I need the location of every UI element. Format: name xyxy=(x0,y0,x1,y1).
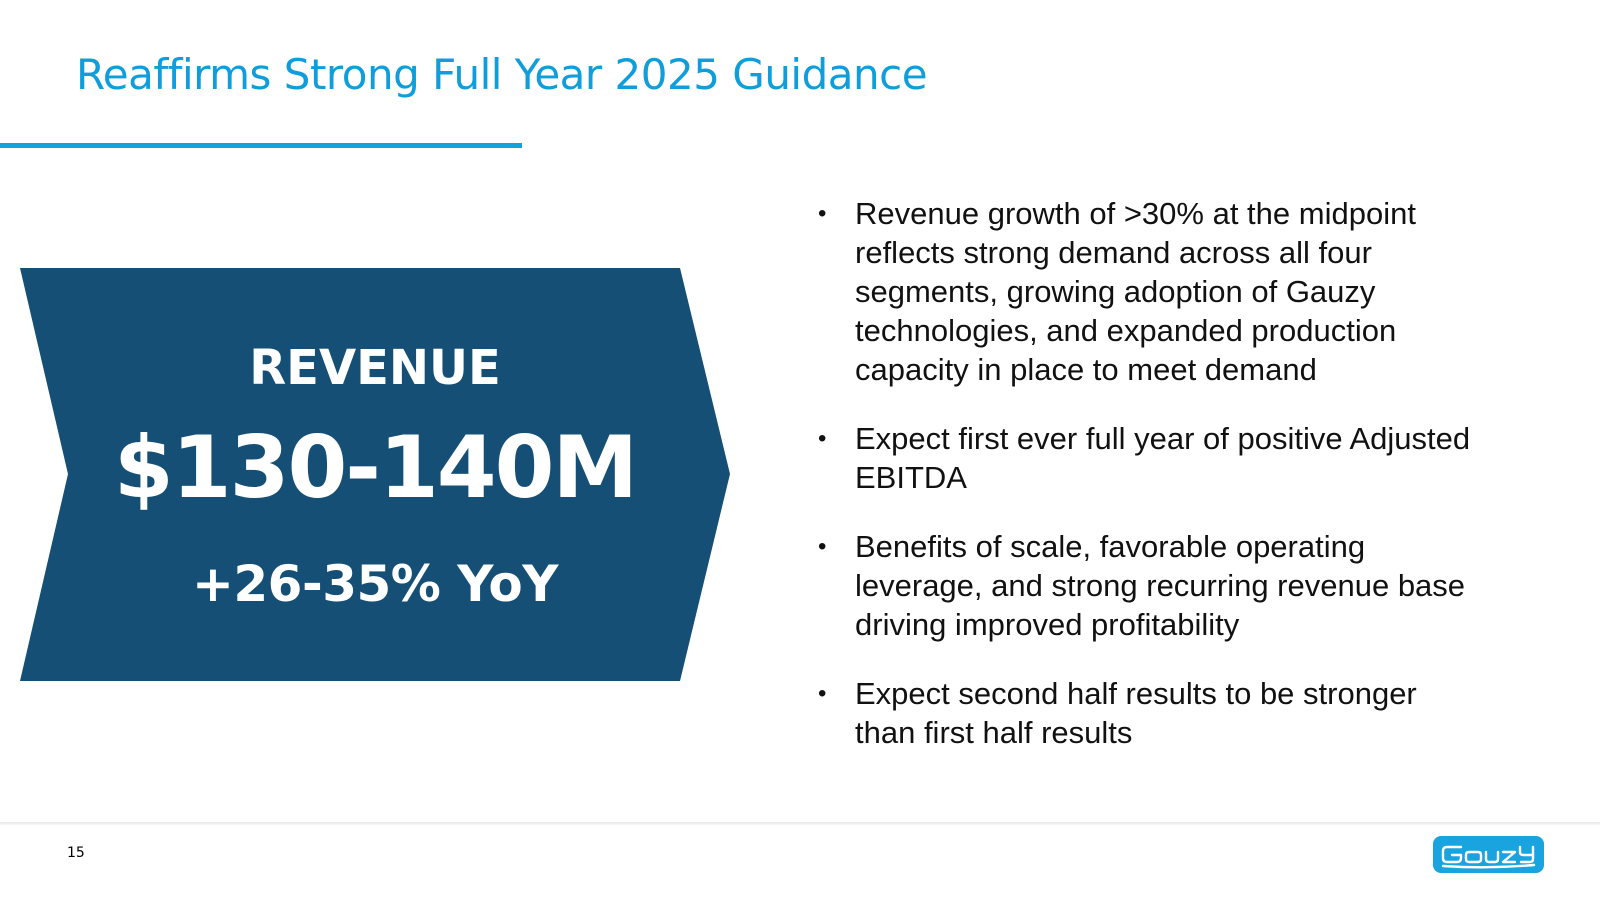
bullet-item: • Revenue growth of >30% at the midpoint… xyxy=(818,194,1478,389)
bullet-icon: • xyxy=(818,533,827,560)
bullet-icon: • xyxy=(818,425,827,452)
slide-title: Reaffirms Strong Full Year 2025 Guidance xyxy=(76,50,928,99)
bullet-item: • Expect second half results to be stron… xyxy=(818,674,1478,752)
page-number: 15 xyxy=(67,845,85,861)
bullet-item: • Expect first ever full year of positiv… xyxy=(818,419,1478,497)
guidance-bullet-list: • Revenue growth of >30% at the midpoint… xyxy=(818,194,1478,782)
chevron-shape xyxy=(20,268,730,681)
bullet-text: Expect second half results to be stronge… xyxy=(855,676,1417,750)
revenue-chevron: REVENUE $130-140M +26-35% YoY xyxy=(20,268,730,681)
revenue-growth: +26-35% YoY xyxy=(192,555,558,613)
logo-wordmark xyxy=(1441,845,1536,869)
bullet-icon: • xyxy=(818,200,827,227)
revenue-label: REVENUE xyxy=(249,340,501,396)
title-underline xyxy=(0,143,522,148)
bullet-text: Revenue growth of >30% at the midpoint r… xyxy=(855,196,1416,387)
bullet-icon: • xyxy=(818,680,827,707)
revenue-amount: $130-140M xyxy=(113,418,638,518)
footer-divider xyxy=(0,822,1600,825)
gauzy-logo-icon xyxy=(1433,836,1544,873)
bullet-item: • Benefits of scale, favorable operating… xyxy=(818,527,1478,644)
bullet-text: Benefits of scale, favorable operating l… xyxy=(855,529,1466,642)
bullet-text: Expect first ever full year of positive … xyxy=(855,421,1471,495)
